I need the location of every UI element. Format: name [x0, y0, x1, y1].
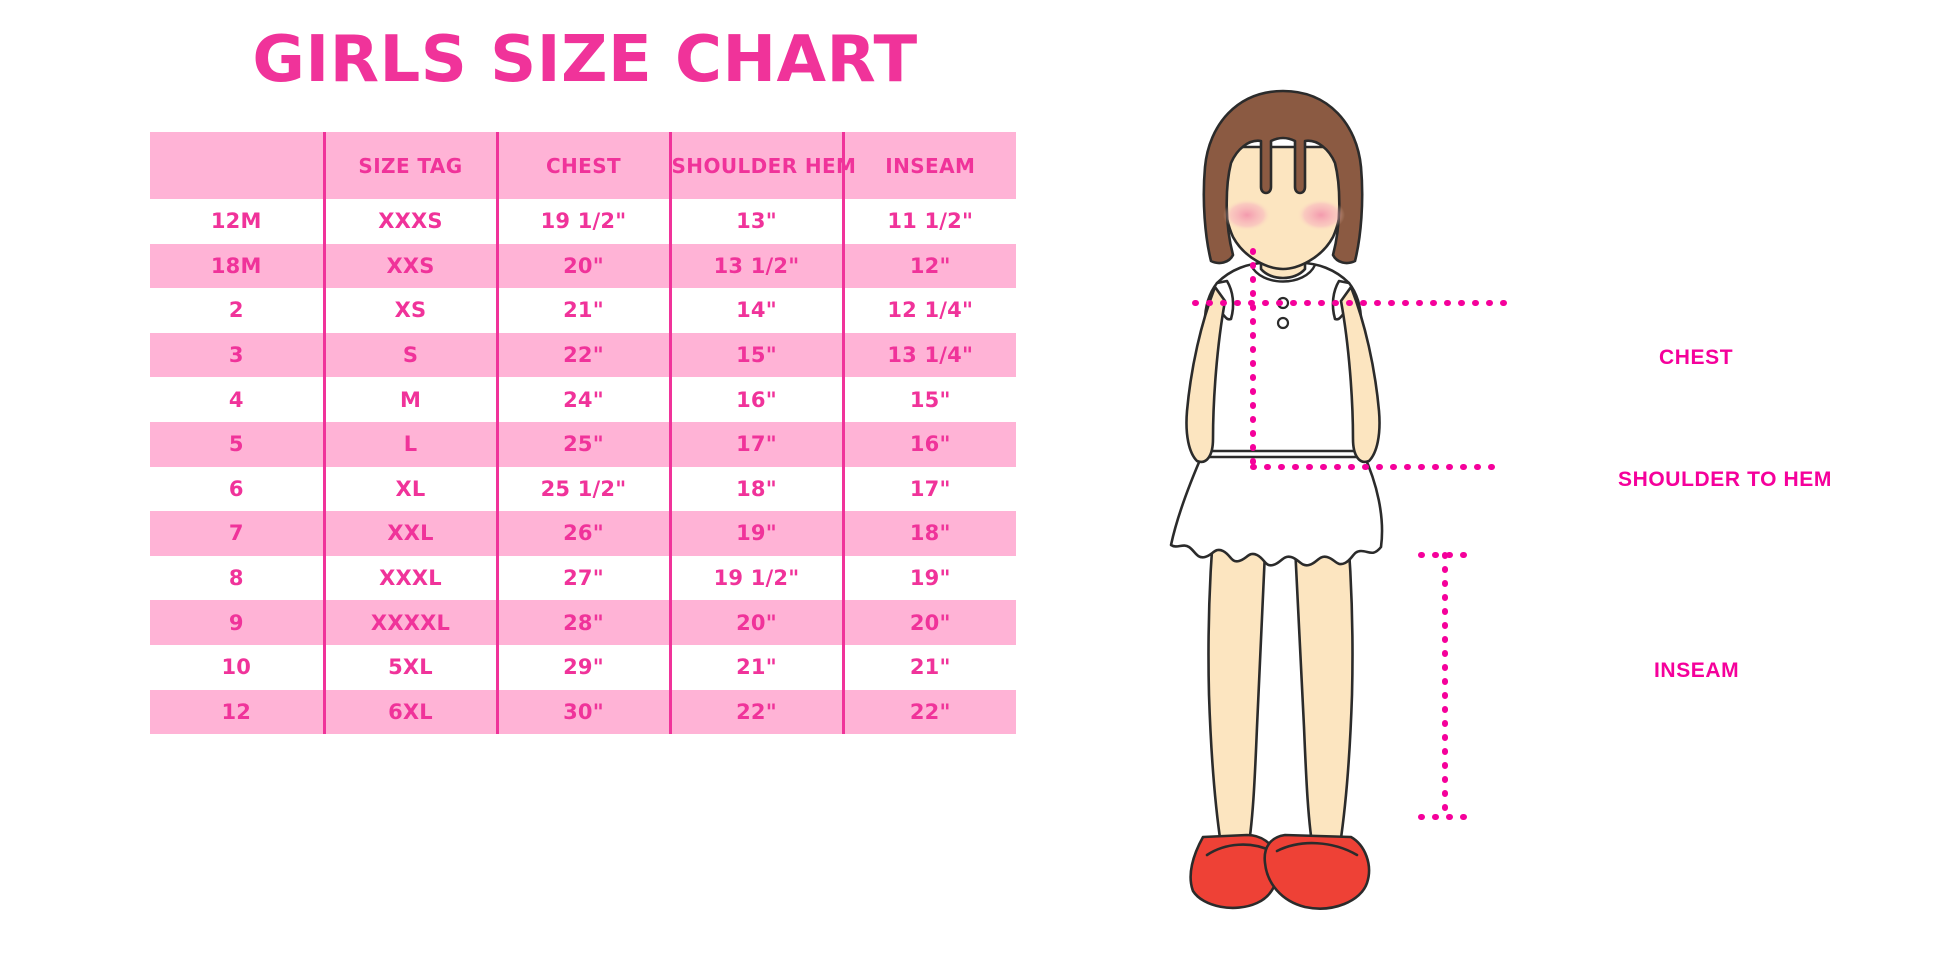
- table-row: 6 XL 25 1/2" 18" 17": [150, 466, 1016, 512]
- cell-shoulder-hem: 16": [668, 377, 843, 422]
- table-row: 7 XXL 26" 19" 18": [150, 511, 1016, 556]
- cell-chest: 21": [495, 288, 670, 333]
- size-chart-table-wrapper: SIZE TAG CHEST SHOULDER HEM INSEAM 12M XX…: [150, 132, 1016, 735]
- cell-inseam: 19": [841, 555, 1016, 601]
- cell-inseam: 18": [841, 511, 1016, 556]
- cell-size-tag: S: [322, 332, 497, 378]
- cell-size: 4: [150, 377, 324, 422]
- cell-chest: 19 1/2": [495, 199, 670, 244]
- cell-size: 18M: [150, 243, 324, 289]
- cell-inseam: 20": [841, 600, 1016, 645]
- top-neckline: [1249, 263, 1317, 283]
- cell-size-tag: XS: [322, 288, 497, 333]
- callout-inseam: INSEAM: [1654, 659, 1740, 682]
- cell-chest: 22": [495, 332, 670, 378]
- table-row: 9 XXXXL 28" 20" 20": [150, 600, 1016, 645]
- cell-chest: 27": [495, 555, 670, 601]
- cell-size-tag: XXL: [322, 511, 497, 556]
- table-row: 3 S 22" 15" 13 1/4": [150, 332, 1016, 378]
- cell-shoulder-hem: 14": [668, 288, 843, 333]
- cell-shoulder-hem: 19": [668, 511, 843, 556]
- cell-size: 2: [150, 288, 324, 333]
- cell-inseam: 12 1/4": [841, 288, 1016, 333]
- table-row: 12 6XL 30" 22" 22": [150, 689, 1016, 735]
- cell-inseam: 17": [841, 466, 1016, 512]
- table-row: 5 L 25" 17" 16": [150, 421, 1016, 467]
- cell-inseam: 15": [841, 377, 1016, 422]
- cell-inseam: 21": [841, 644, 1016, 690]
- cell-inseam: 16": [841, 421, 1016, 467]
- cell-size-tag: 6XL: [322, 689, 497, 735]
- cell-chest: 28": [495, 600, 670, 645]
- cell-chest: 26": [495, 511, 670, 556]
- cell-shoulder-hem: 13": [668, 199, 843, 244]
- cell-size-tag: M: [322, 377, 497, 422]
- callout-chest: CHEST: [1659, 346, 1734, 369]
- arm-left-shape: [1185, 285, 1227, 464]
- cell-size: 12M: [150, 199, 324, 244]
- table-row: 4 M 24" 16" 15": [150, 377, 1016, 422]
- cell-shoulder-hem: 18": [668, 466, 843, 512]
- column-header-shoulder-hem: SHOULDER HEM: [668, 132, 856, 199]
- cell-size-tag: XXXXL: [322, 600, 497, 645]
- cell-shoulder-hem: 13 1/2": [668, 243, 843, 289]
- column-header-size-tag: SIZE TAG: [322, 132, 497, 199]
- cell-size: 6: [150, 466, 324, 512]
- girl-illustration: [1085, 55, 1525, 955]
- column-header-size: [150, 132, 324, 199]
- cell-shoulder-hem: 21": [668, 644, 843, 690]
- cell-size: 5: [150, 421, 324, 467]
- table-row: 10 5XL 29" 21" 21": [150, 644, 1016, 690]
- cell-size-tag: XXS: [322, 243, 497, 289]
- size-chart-table: SIZE TAG CHEST SHOULDER HEM INSEAM 12M XX…: [150, 132, 1016, 735]
- blush-left: [1223, 199, 1271, 231]
- cell-inseam: 22": [841, 689, 1016, 735]
- cell-size: 10: [150, 644, 324, 690]
- shoe-right-shape: [1263, 833, 1371, 910]
- cell-size: 3: [150, 332, 324, 378]
- table-row: 2 XS 21" 14" 12 1/4": [150, 288, 1016, 333]
- arm-right-shape: [1339, 285, 1381, 464]
- cell-size: 9: [150, 600, 324, 645]
- cell-shoulder-hem: 20": [668, 600, 843, 645]
- cell-size: 12: [150, 689, 324, 735]
- cell-shoulder-hem: 17": [668, 421, 843, 467]
- page-title: GIRLS SIZE CHART: [252, 23, 918, 97]
- table-body: 12M XXXS 19 1/2" 13" 11 1/2" 18M XXS 20" 13 1/2"…: [150, 199, 1016, 735]
- cell-size-tag: XL: [322, 466, 497, 512]
- table-row: 18M XXS 20" 13 1/2" 12": [150, 243, 1016, 289]
- table-row: 8 XXXL 27" 19 1/2" 19": [150, 555, 1016, 601]
- shoe-right-strap: [1275, 841, 1359, 857]
- button-bottom: [1276, 316, 1290, 330]
- cell-chest: 30": [495, 689, 670, 735]
- blush-right: [1297, 199, 1345, 231]
- cell-shoulder-hem: 19 1/2": [668, 555, 843, 601]
- cell-size: 8: [150, 555, 324, 601]
- cell-size-tag: 5XL: [322, 644, 497, 690]
- skirt-shape: [1169, 451, 1384, 567]
- cell-inseam: 12": [841, 243, 1016, 289]
- hair-shape: [1202, 89, 1364, 265]
- cell-inseam: 13 1/4": [841, 332, 1016, 378]
- table-row: 12M XXXS 19 1/2" 13" 11 1/2": [150, 199, 1016, 244]
- cell-chest: 25 1/2": [495, 466, 670, 512]
- cell-chest: 29": [495, 644, 670, 690]
- cell-chest: 24": [495, 377, 670, 422]
- cell-size-tag: XXXL: [322, 555, 497, 601]
- cell-shoulder-hem: 15": [668, 332, 843, 378]
- cell-chest: 20": [495, 243, 670, 289]
- callout-shoulder-to-hem: SHOULDER TO HEM: [1618, 468, 1832, 491]
- table-header: SIZE TAG CHEST SHOULDER HEM INSEAM: [150, 132, 1016, 199]
- cell-inseam: 11 1/2": [841, 199, 1016, 244]
- column-header-chest: CHEST: [495, 132, 670, 199]
- cell-size-tag: L: [322, 421, 497, 467]
- table-header-row: SIZE TAG CHEST SHOULDER HEM INSEAM: [150, 132, 1016, 199]
- cell-size: 7: [150, 511, 324, 556]
- cell-shoulder-hem: 22": [668, 689, 843, 735]
- cell-chest: 25": [495, 421, 670, 467]
- column-header-inseam: INSEAM: [841, 132, 1016, 199]
- cell-size-tag: XXXS: [322, 199, 497, 244]
